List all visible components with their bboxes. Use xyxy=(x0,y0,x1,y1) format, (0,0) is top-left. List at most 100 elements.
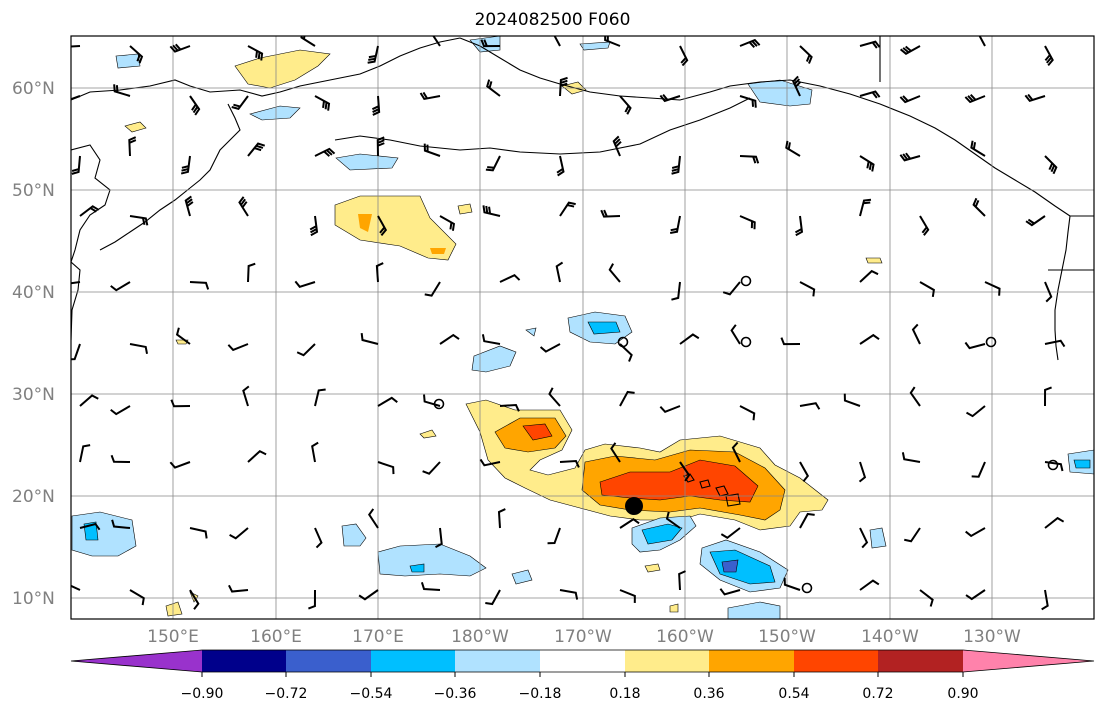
chart-title: 2024082500 F060 xyxy=(474,10,631,30)
wind-barb xyxy=(111,519,131,529)
wind-barb xyxy=(971,461,986,478)
colorbar-tick-label: 0.18 xyxy=(609,686,640,702)
colorbar-tick-label: −0.54 xyxy=(350,686,393,702)
lat-label: 10°N xyxy=(12,589,55,609)
positive-anomaly-area xyxy=(165,601,183,617)
asia-coastline xyxy=(71,37,461,101)
wind-barb xyxy=(79,522,101,531)
wind-barb xyxy=(71,281,81,285)
wind-barb xyxy=(229,527,249,540)
wind-barb xyxy=(859,198,872,217)
positive-anomaly-area xyxy=(124,121,147,133)
wind-barb xyxy=(859,579,880,591)
positive-anomaly-area xyxy=(419,429,437,439)
negative-anomaly-area xyxy=(409,563,425,573)
wind-barb xyxy=(970,140,986,157)
wind-barb xyxy=(360,332,379,345)
wind-barb xyxy=(439,215,456,231)
wind-barb xyxy=(539,343,561,353)
wind-barb xyxy=(909,386,921,407)
negative-anomaly-area xyxy=(471,345,517,373)
wind-barb xyxy=(899,152,921,162)
wind-barb xyxy=(739,95,757,108)
negative-anomaly-area xyxy=(721,559,739,573)
wind-barb xyxy=(486,79,501,97)
wind-barb xyxy=(435,527,443,549)
wind-barb xyxy=(794,215,804,237)
calm-wind-circle xyxy=(740,275,752,287)
japan-coastline xyxy=(71,261,81,341)
wind-barb xyxy=(978,36,986,47)
wind-barb xyxy=(71,45,81,48)
wind-barb xyxy=(899,45,921,55)
lon-label: 140°W xyxy=(861,627,919,647)
lon-label: 150°W xyxy=(758,627,816,647)
colorbar-extend-high xyxy=(963,650,1094,672)
wind-barb xyxy=(422,461,441,475)
wind-barbs xyxy=(71,36,1066,611)
colorbar-tick-label: −0.72 xyxy=(265,686,308,702)
wind-barb xyxy=(170,399,191,408)
wind-barb xyxy=(555,261,564,283)
wind-barb xyxy=(79,444,91,463)
negative-anomaly-area xyxy=(335,153,399,171)
wind-barb xyxy=(1041,589,1049,611)
wind-barb xyxy=(71,343,81,361)
wind-barb xyxy=(247,262,256,283)
negative-anomaly-area xyxy=(727,601,781,619)
colorbar-tick-labels: −0.90 −0.72 −0.54 −0.36 −0.18 0.18 0.36 … xyxy=(181,686,979,702)
wind-barb xyxy=(189,589,200,610)
wind-barb xyxy=(799,512,815,529)
lon-label: 180°W xyxy=(451,627,509,647)
wind-barb xyxy=(485,589,501,606)
wind-barb xyxy=(311,441,319,463)
calm-wind-circle xyxy=(740,336,752,348)
positive-anomaly-area xyxy=(430,248,446,254)
wind-barb xyxy=(619,518,640,529)
wind-barb xyxy=(669,215,681,234)
wind-barb xyxy=(739,215,756,230)
wind-barb xyxy=(432,36,441,47)
wind-barb xyxy=(368,508,379,529)
wind-barb xyxy=(499,274,521,283)
wind-barb xyxy=(189,95,201,116)
negative-anomaly-area xyxy=(525,327,537,337)
wind-barb xyxy=(228,584,249,593)
wind-barb xyxy=(110,405,131,416)
wind-barb xyxy=(859,155,875,172)
wind-barb xyxy=(720,527,741,539)
negative-anomaly-area xyxy=(249,105,301,121)
wind-barb xyxy=(482,205,501,217)
wind-barb xyxy=(499,403,520,412)
wind-barb xyxy=(377,461,395,475)
positive-anomaly-area xyxy=(457,203,473,215)
wind-barb xyxy=(294,280,316,288)
wind-barb xyxy=(679,333,700,345)
longitude-labels: 150°E 160°E 170°E 180°W 170°W 160°W 150°… xyxy=(147,627,1021,647)
wind-barb xyxy=(659,93,681,103)
wind-barb xyxy=(419,91,441,101)
wind-barb xyxy=(679,45,689,67)
wind-barb xyxy=(1044,281,1053,303)
wind-barb xyxy=(858,461,867,483)
wind-barb xyxy=(71,155,81,175)
colorbar-extend-low xyxy=(71,650,202,672)
negative-anomaly-area xyxy=(641,523,683,545)
canada-border xyxy=(879,36,1094,271)
negative-anomaly-area xyxy=(1073,459,1091,469)
wind-barb xyxy=(739,155,760,164)
wind-barb xyxy=(799,461,810,482)
wind-barb xyxy=(79,205,100,217)
wind-barb xyxy=(314,95,331,111)
colorbar-tick-label: −0.18 xyxy=(519,686,562,702)
wind-barb xyxy=(901,452,921,463)
wind-barb xyxy=(247,45,264,61)
wind-barb xyxy=(189,527,208,539)
wind-barb xyxy=(608,263,621,283)
wind-barb xyxy=(899,95,921,104)
lat-label: 50°N xyxy=(12,181,55,201)
wind-barb xyxy=(843,393,861,407)
wind-barb xyxy=(231,95,249,110)
wind-barb xyxy=(189,281,210,290)
